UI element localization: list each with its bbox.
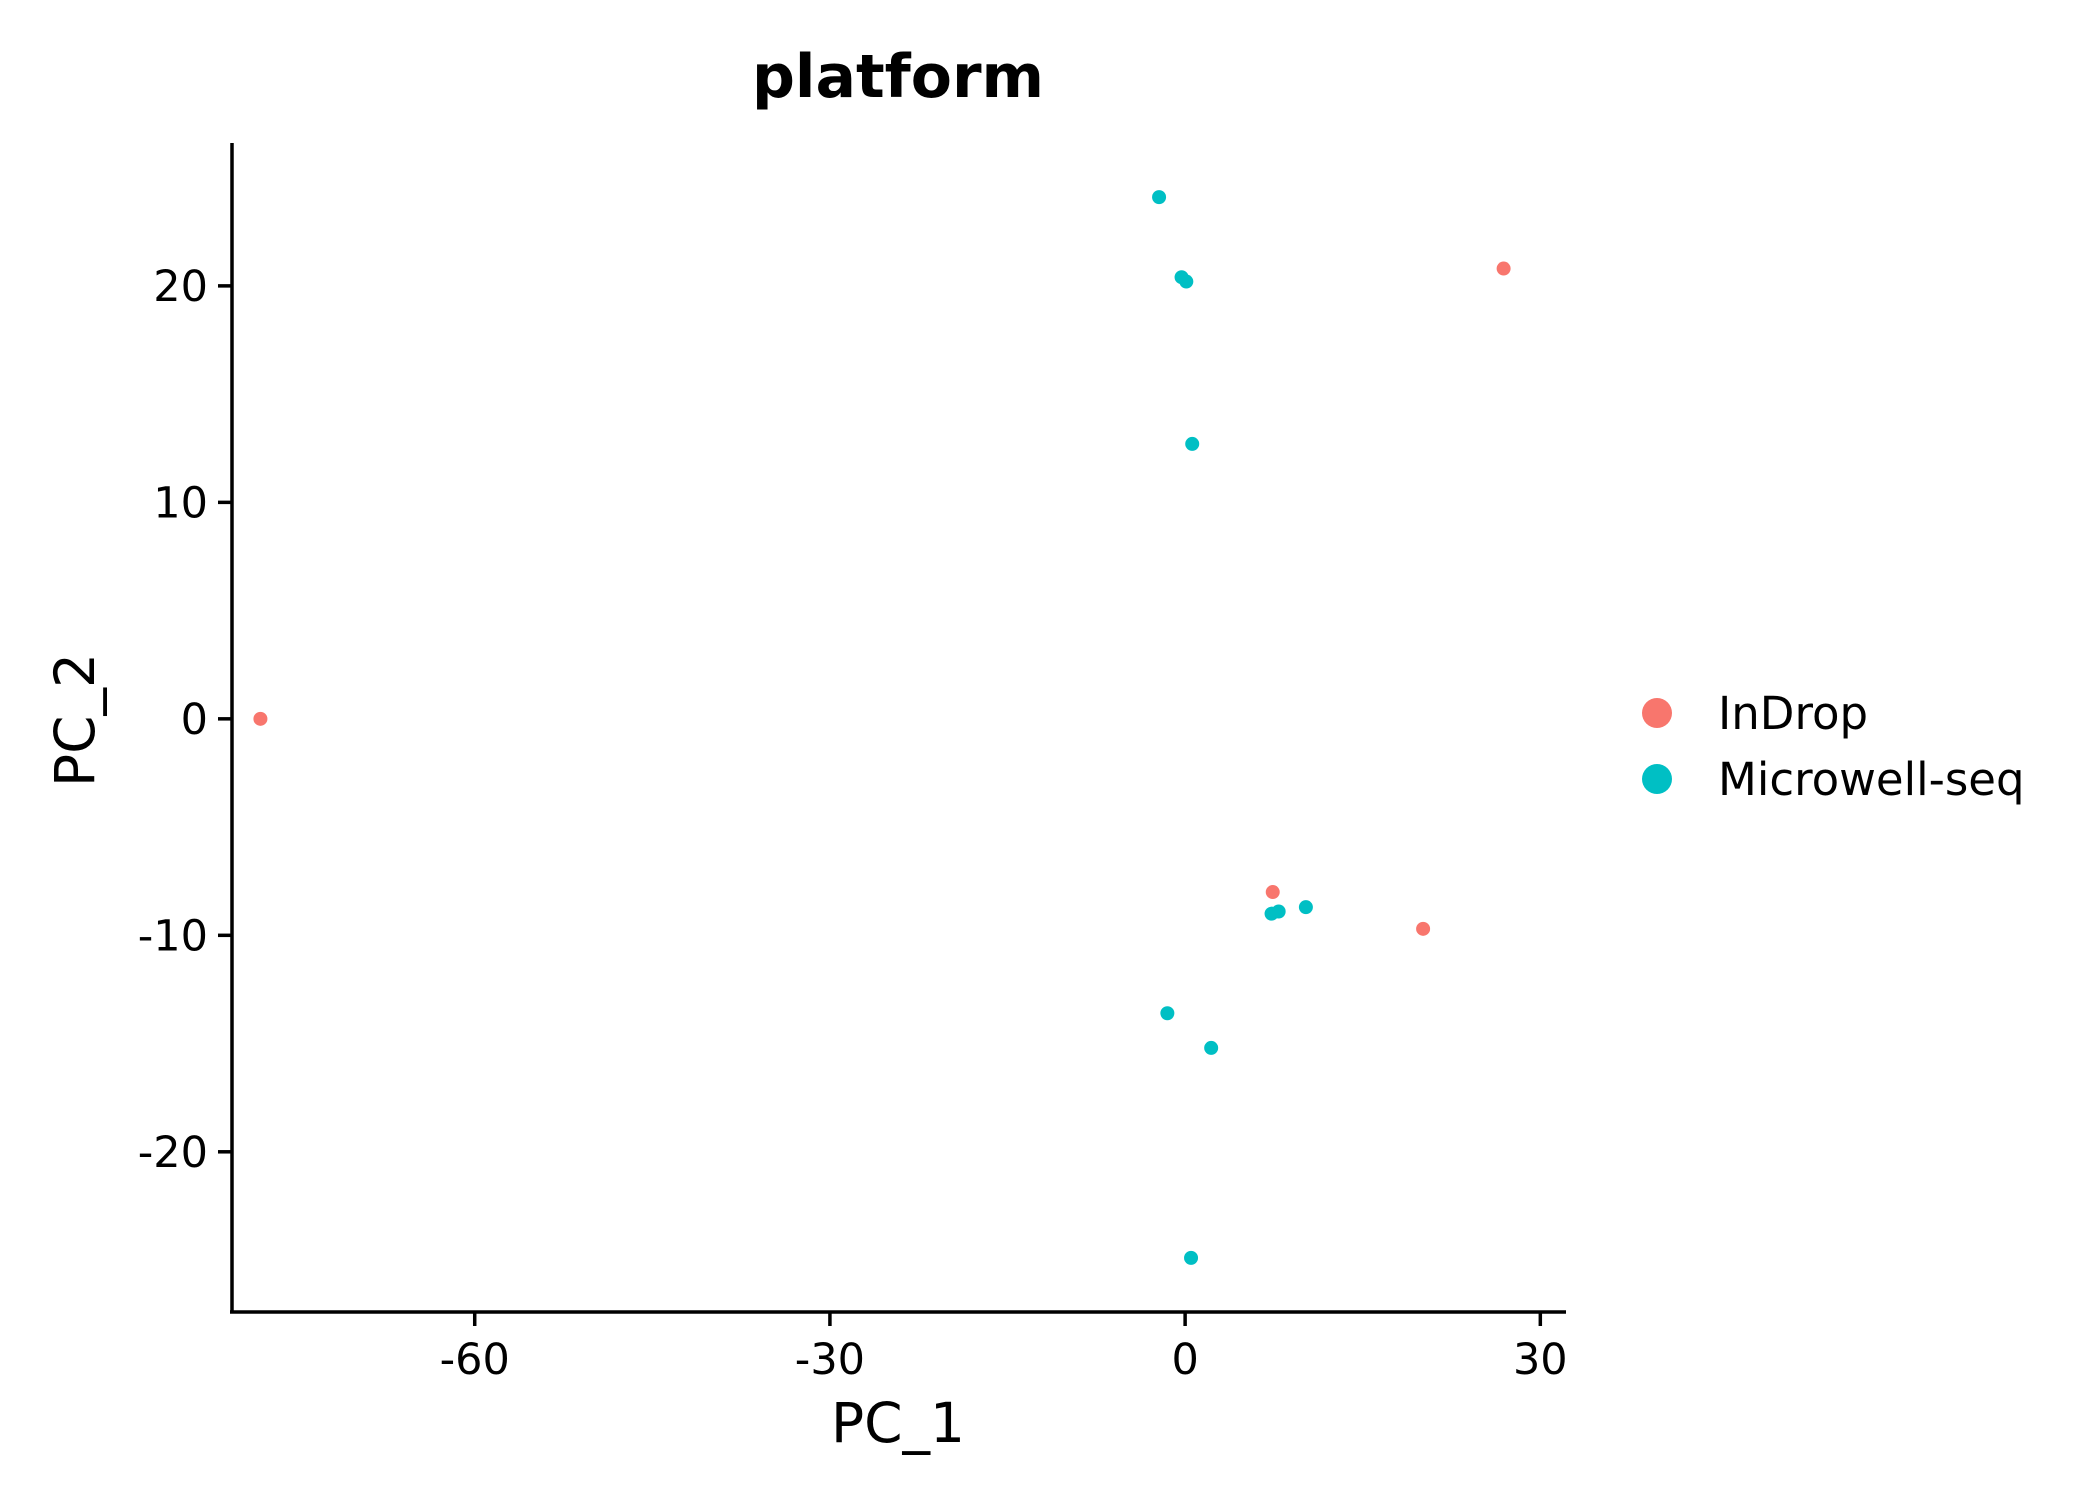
y-tick-label: 0 — [181, 695, 208, 745]
data-point-microwell-seq — [1271, 904, 1286, 919]
legend-key-microwell-seq — [1642, 764, 1672, 794]
data-point-indrop — [253, 711, 268, 726]
y-tick-label: -20 — [138, 1128, 208, 1178]
data-point-microwell-seq — [1204, 1040, 1219, 1055]
data-point-indrop — [1265, 885, 1280, 900]
data-point-microwell-seq — [1179, 274, 1194, 289]
legend-label-microwell-seq: Microwell-seq — [1718, 753, 2025, 806]
legend: InDrop Microwell-seq — [1642, 687, 2025, 806]
legend-item-microwell-seq: Microwell-seq — [1642, 753, 2025, 806]
y-tick-label: 20 — [153, 262, 208, 312]
x-axis-ticks: -60 -30 0 30 — [440, 1312, 1568, 1385]
y-axis-ticks: 20 10 0 -10 -20 — [138, 262, 232, 1178]
y-axis-title: PC_2 — [43, 653, 107, 787]
data-points — [253, 190, 1511, 1265]
x-tick-label: -30 — [795, 1335, 865, 1385]
data-point-microwell-seq — [1185, 436, 1200, 451]
data-point-indrop — [1416, 921, 1431, 936]
chart-title: platform — [752, 42, 1044, 112]
plot-area: -60 -30 0 30 20 10 0 -10 -20 — [138, 143, 1568, 1385]
x-tick-label: 0 — [1171, 1335, 1198, 1385]
data-point-microwell-seq — [1184, 1250, 1199, 1265]
legend-key-indrop — [1642, 698, 1672, 728]
legend-label-indrop: InDrop — [1718, 687, 1868, 740]
data-point-indrop — [1496, 261, 1511, 276]
y-tick-label: -10 — [138, 911, 208, 961]
legend-item-indrop: InDrop — [1642, 687, 1868, 740]
x-axis-title: PC_1 — [831, 1391, 965, 1455]
data-point-microwell-seq — [1152, 190, 1167, 205]
y-tick-label: 10 — [153, 478, 208, 528]
x-tick-label: 30 — [1513, 1335, 1568, 1385]
data-point-microwell-seq — [1298, 900, 1313, 915]
x-tick-label: -60 — [440, 1335, 510, 1385]
data-point-microwell-seq — [1160, 1006, 1175, 1021]
